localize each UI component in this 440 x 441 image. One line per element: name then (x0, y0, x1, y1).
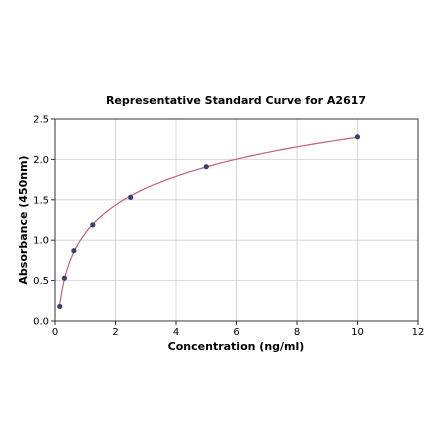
y-tick-label: 0.0 (33, 317, 49, 328)
x-tick-label: 0 (52, 327, 58, 338)
axis-ticks (51, 118, 419, 325)
data-point (71, 248, 77, 254)
x-axis-label: Concentration (ng/ml) (168, 340, 305, 353)
y-tick-label: 2.5 (33, 115, 49, 126)
y-tick-label: 1.5 (33, 195, 49, 206)
x-tick-label: 12 (412, 327, 425, 338)
data-point (203, 164, 209, 170)
data-point (57, 303, 63, 310)
x-tick-label: 10 (351, 327, 364, 338)
y-tick-label: 0.5 (33, 276, 49, 287)
y-tick-label: 2.0 (33, 155, 49, 166)
data-points (57, 134, 361, 310)
x-tick-label: 6 (233, 327, 239, 338)
data-point (354, 134, 361, 140)
x-tick-label: 4 (173, 327, 179, 338)
grid-lines (54, 118, 419, 322)
x-tick-label: 2 (112, 327, 118, 338)
data-point (61, 275, 68, 281)
chart-title: Representative Standard Curve for A2617 (106, 94, 366, 107)
x-tick-label: 8 (294, 327, 300, 338)
data-point (128, 194, 134, 200)
data-point (90, 222, 96, 228)
y-axis-label: Absorbance (450nm) (17, 155, 30, 284)
y-tick-label: 1.0 (33, 236, 49, 247)
